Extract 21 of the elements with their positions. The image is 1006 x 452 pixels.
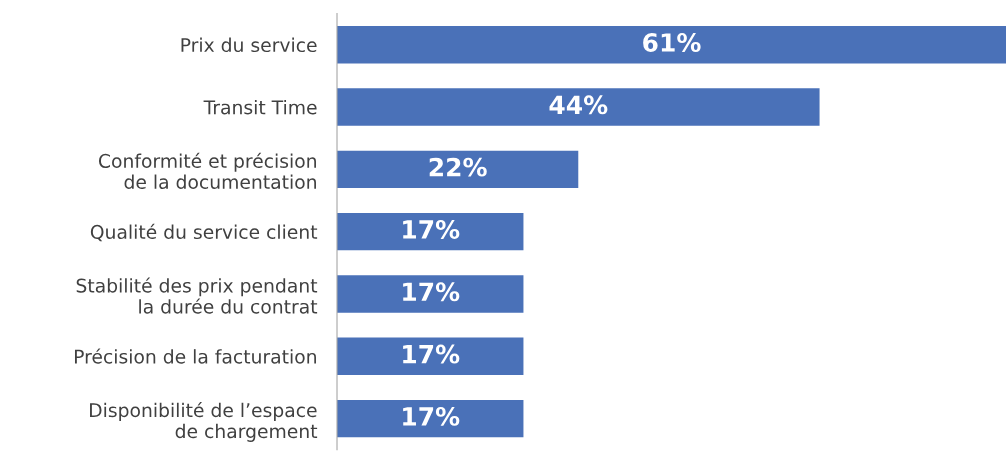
bar	[337, 399, 524, 438]
y-tick-label: Qualité du service client	[90, 223, 318, 242]
bar	[337, 88, 820, 126]
y-tick-label: Disponibilité de l’espace de chargement	[90, 402, 318, 442]
y-tick-label: Conformité et précision de la documentation	[98, 152, 316, 190]
data-label: 61%	[643, 33, 701, 52]
data-label: 17%	[403, 406, 460, 426]
data-label: 17%	[403, 344, 460, 364]
data-label: 17%	[403, 282, 460, 302]
data-label: 17%	[403, 219, 460, 239]
bar	[337, 337, 524, 375]
bar	[337, 26, 1006, 64]
y-tick-label: Stabilité des prix pendant la durée du contrat	[76, 277, 318, 314]
y-tick-label: Prix du service	[181, 37, 317, 53]
bar	[337, 150, 579, 189]
y-tick-label: Précision de la facturation	[74, 348, 316, 364]
bar	[337, 212, 524, 251]
data-label: 44%	[549, 95, 608, 115]
y-tick-label: Transit Time	[203, 99, 317, 115]
bar	[337, 275, 524, 313]
data-label: 22%	[429, 157, 487, 177]
